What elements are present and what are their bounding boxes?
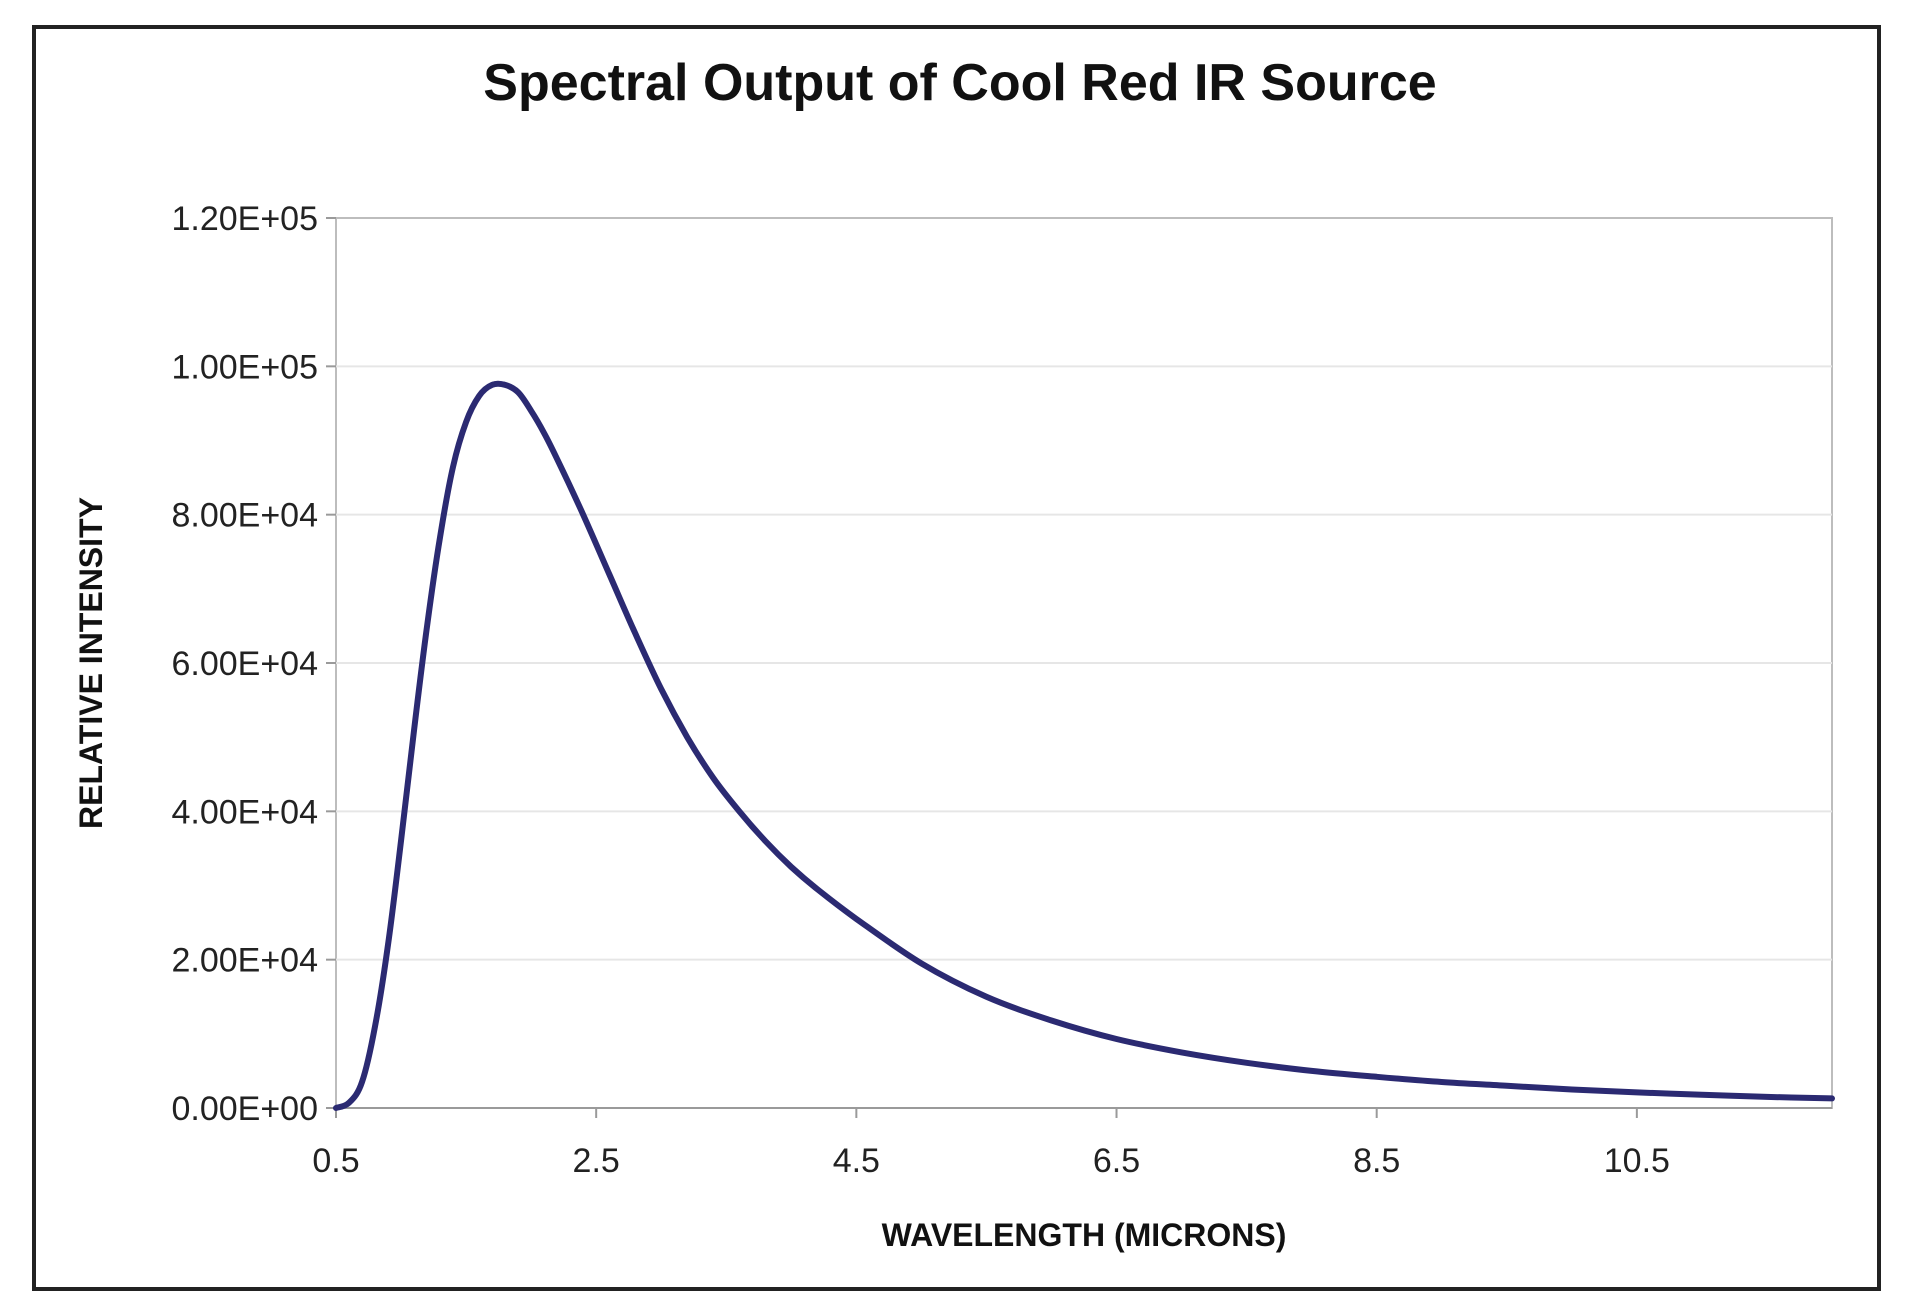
x-axis-ticks: 0.5 2.5 4.5 6.5 8.5 10.5 bbox=[312, 1108, 1670, 1180]
y-tick-label-4: 8.00E+04 bbox=[171, 497, 318, 535]
chart-frame bbox=[32, 25, 1881, 1291]
y-tick-label-3: 6.00E+04 bbox=[171, 645, 318, 683]
x-tick-label-5: 10.5 bbox=[1604, 1142, 1670, 1180]
chart-title: Spectral Output of Cool Red IR Source bbox=[483, 54, 1436, 112]
y-tick-label-2: 4.00E+04 bbox=[171, 793, 318, 831]
x-tick-label-2: 4.5 bbox=[833, 1142, 880, 1180]
gridlines bbox=[336, 365, 1832, 961]
y-tick-label-6: 1.20E+05 bbox=[171, 200, 318, 238]
y-axis-label: RELATIVE INTENSITY bbox=[73, 497, 109, 829]
y-tick-label-0: 0.00E+00 bbox=[171, 1090, 318, 1128]
y-axis-ticks: 0.00E+00 2.00E+04 4.00E+04 6.00E+04 8.00E+04… bbox=[171, 200, 336, 1128]
y-tick-label-1: 2.00E+04 bbox=[171, 942, 318, 980]
x-tick-label-3: 6.5 bbox=[1093, 1142, 1140, 1180]
x-tick-label-4: 8.5 bbox=[1353, 1142, 1400, 1180]
x-axis-label: WAVELENGTH (MICRONS) bbox=[882, 1217, 1287, 1253]
spectral-output-line bbox=[333, 380, 1835, 1111]
y-tick-label-5: 1.00E+05 bbox=[171, 348, 318, 386]
x-tick-label-1: 2.5 bbox=[573, 1142, 620, 1180]
x-tick-label-0: 0.5 bbox=[312, 1142, 359, 1180]
